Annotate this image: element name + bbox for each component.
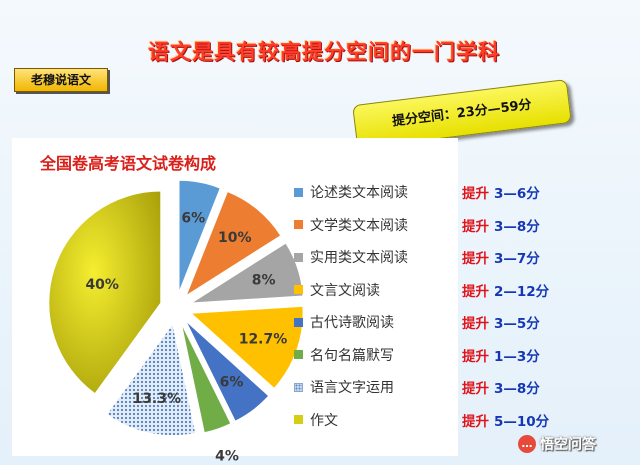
score-gain-item: 提升 3—8分: [462, 371, 549, 404]
pie-slice: [189, 305, 304, 390]
slice-value-label: 4%: [215, 448, 239, 464]
author-badge: 老穆说语文: [14, 68, 108, 92]
score-gain-list: 提升 3—6分 提升 3—8分 提升 3—7分 提升 2—12分 提升 3—5分 提升 1—…: [462, 176, 549, 436]
legend-item: 论述类文本阅读: [294, 176, 408, 209]
pie-slice: [48, 190, 162, 395]
pie-slice: [106, 322, 197, 437]
pie-slice: [190, 242, 304, 304]
legend-swatch: [294, 415, 303, 425]
gain-word: 提升: [462, 413, 489, 430]
gain-word: 提升: [462, 251, 489, 268]
legend-item: 语言文字运用: [294, 371, 408, 404]
score-gain-item: 提升 2—12分: [462, 274, 549, 307]
legend-swatch: [294, 382, 303, 392]
pie-slice: [185, 190, 282, 297]
gain-range: 2—12分: [494, 283, 550, 300]
legend-label: 古代诗歌阅读: [310, 315, 394, 332]
watermark: … 悟空问答: [518, 434, 596, 454]
score-gain-item: 提升 3—8分: [462, 209, 549, 242]
score-gain-item: 提升 3—5分: [462, 306, 549, 339]
gain-word: 提升: [462, 283, 489, 300]
legend-swatch: [294, 350, 303, 360]
slice-value-label: 40%: [85, 277, 119, 293]
headline: 语文是具有较高提分空间的一门学科: [148, 40, 500, 64]
legend-item: 文言文阅读: [294, 274, 408, 307]
slice-value-label: 10%: [218, 230, 252, 246]
legend-swatch: [294, 187, 303, 197]
legend-swatch: [294, 220, 303, 230]
gain-range: 3—7分: [494, 251, 540, 268]
legend-label: 作文: [310, 412, 338, 429]
gain-word: 提升: [462, 381, 489, 398]
gain-range: 3—8分: [494, 218, 540, 235]
watermark-text: 悟空问答: [540, 437, 596, 453]
gain-range: 3—5分: [494, 316, 540, 333]
slice-value-label: 12.7%: [239, 331, 288, 347]
legend-item: 作文: [294, 404, 408, 437]
legend-label: 文学类文本阅读: [310, 217, 408, 234]
legend-item: 古代诗歌阅读: [294, 306, 408, 339]
gain-word: 提升: [462, 316, 489, 333]
gain-word: 提升: [462, 186, 489, 203]
gain-range: 3—6分: [494, 186, 540, 203]
slice-value-label: 6%: [181, 210, 205, 226]
gain-range: 3—8分: [494, 381, 540, 398]
score-gain-item: 提升 1—3分: [462, 339, 549, 372]
legend-label: 名句名篇默写: [310, 347, 394, 364]
legend-label: 语言文字运用: [310, 380, 394, 397]
legend-item: 名句名篇默写: [294, 339, 408, 372]
legend-item: 文学类文本阅读: [294, 209, 408, 242]
score-gain-item: 提升 3—6分: [462, 176, 549, 209]
legend-item: 实用类文本阅读: [294, 241, 408, 274]
slice-value-label: 13.3%: [132, 391, 181, 407]
legend-swatch: [294, 317, 303, 327]
legend-label: 论述类文本阅读: [310, 185, 408, 202]
legend-swatch: [294, 285, 303, 295]
slice-value-label: 6%: [220, 375, 244, 391]
score-gain-item: 提升 5—10分: [462, 404, 549, 437]
gain-word: 提升: [462, 348, 489, 365]
slice-value-label: 8%: [252, 273, 276, 289]
chat-bubble-icon: …: [518, 435, 536, 453]
score-gain-item: 提升 3—7分: [462, 241, 549, 274]
pie-slice: [180, 322, 232, 434]
gain-word: 提升: [462, 218, 489, 235]
gain-range: 5—10分: [494, 413, 550, 430]
pie-slice: [178, 179, 221, 293]
chart-legend: 论述类文本阅读 文学类文本阅读 实用类文本阅读 文言文阅读 古代诗歌阅读 名句名…: [294, 176, 408, 436]
gain-range: 1—3分: [494, 348, 540, 365]
legend-label: 文言文阅读: [310, 282, 380, 299]
pie-slice: [185, 320, 270, 422]
chart-title: 全国卷高考语文试卷构成: [40, 154, 217, 173]
legend-label: 实用类文本阅读: [310, 250, 408, 267]
legend-swatch: [294, 252, 303, 262]
